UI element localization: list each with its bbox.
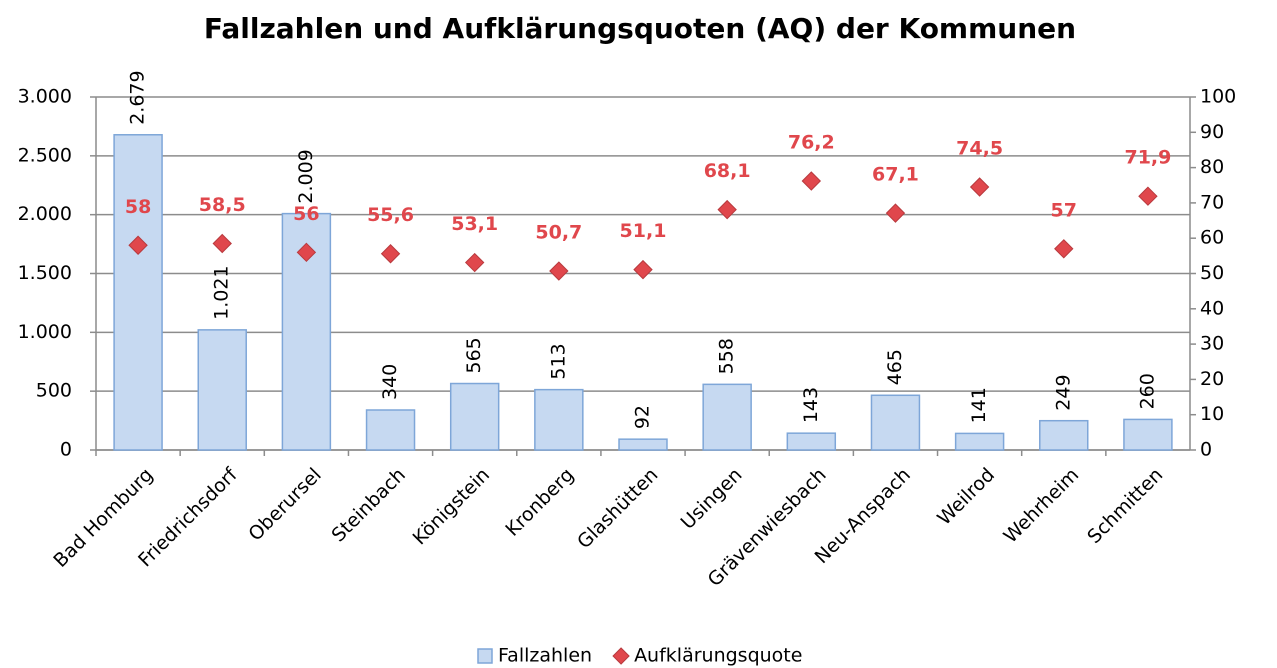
marker [212, 233, 232, 254]
marker [464, 252, 485, 273]
legend-label: Fallzahlen [498, 645, 592, 667]
bar [365, 409, 416, 451]
y2-tick-label: 80 [1200, 156, 1224, 178]
point-value-label: 51,1 [620, 220, 667, 242]
x-tick-label: Kronberg [501, 464, 578, 541]
bar-value-label: 565 [463, 337, 485, 373]
y2-tick-label: 0 [1200, 439, 1212, 461]
x-tick-label: Glashütten [573, 464, 662, 553]
y2-tick-label: 50 [1200, 262, 1224, 284]
x-tick-label: Königstein [409, 464, 494, 549]
y2-tick-label: 30 [1200, 333, 1224, 355]
bar [1123, 418, 1173, 451]
bar [113, 134, 163, 451]
y-tick-label: 3.000 [18, 86, 72, 108]
bar [618, 438, 668, 451]
marker [1138, 186, 1158, 206]
y-tick-label: 0 [60, 439, 72, 461]
x-tick-label: Usingen [677, 464, 747, 534]
marker [380, 244, 401, 264]
bar [786, 432, 837, 451]
bar-value-label: 260 [1136, 373, 1158, 409]
point-value-label: 57 [1051, 199, 1077, 221]
bar [1039, 419, 1089, 451]
chart-title: Fallzahlen und Aufklärungsquoten (AQ) de… [204, 12, 1076, 45]
bar-value-label: 558 [716, 338, 738, 374]
point-value-label: 55,6 [367, 204, 414, 226]
point-value-label: 53,1 [451, 213, 498, 235]
bar [197, 329, 247, 451]
point-value-label: 56 [293, 203, 319, 225]
bar-value-label: 1.021 [211, 265, 233, 319]
marker [549, 261, 569, 281]
y2-tick-label: 70 [1200, 191, 1224, 213]
bar-value-label: 340 [379, 364, 401, 400]
bar-value-label: 465 [884, 349, 906, 385]
bar-value-label: 92 [632, 405, 654, 429]
marker [1054, 239, 1074, 259]
x-tick-label: Weilrod [933, 464, 999, 530]
y2-tick-label: 90 [1200, 121, 1224, 143]
marker [296, 242, 317, 263]
point-value-label: 76,2 [788, 132, 835, 154]
bar [449, 382, 500, 451]
point-value-label: 67,1 [872, 164, 919, 186]
point-value-label: 68,1 [704, 160, 751, 182]
bar-value-label: 2.009 [295, 149, 317, 203]
y-tick-label: 1.500 [18, 262, 72, 284]
point-value-label: 74,5 [956, 138, 1003, 160]
marker [717, 199, 737, 220]
marker [885, 203, 906, 223]
point-value-label: 71,9 [1124, 147, 1171, 169]
marker [801, 171, 822, 191]
y-tick-label: 2.500 [18, 144, 72, 166]
x-tick-label: Wehrheim [999, 464, 1083, 548]
bar-value-label: 143 [800, 387, 822, 423]
x-tick-label: Steinbach [327, 464, 410, 547]
point-value-label: 58 [125, 196, 151, 218]
bar-value-label: 2.679 [127, 70, 149, 124]
y2-tick-label: 100 [1200, 86, 1236, 108]
x-tick-label: Oberursel [244, 464, 325, 545]
bar-value-label: 513 [547, 343, 569, 379]
bar [870, 394, 921, 451]
y-tick-label: 2.000 [18, 203, 72, 225]
bar [534, 388, 584, 451]
y2-tick-label: 40 [1200, 297, 1224, 319]
bar [954, 432, 1005, 451]
legend-swatch [477, 648, 493, 664]
bar-value-label: 141 [968, 387, 990, 423]
y2-tick-label: 20 [1200, 368, 1224, 390]
point-value-label: 58,5 [199, 194, 246, 216]
bar [702, 383, 752, 451]
legend-swatch [612, 647, 630, 665]
y2-tick-label: 60 [1200, 227, 1224, 249]
y2-tick-label: 10 [1200, 403, 1224, 425]
x-tick-label: Schmitten [1083, 464, 1167, 548]
marker [633, 259, 653, 280]
y-tick-label: 500 [36, 380, 72, 402]
y-tick-label: 1.000 [18, 321, 72, 343]
point-value-label: 50,7 [535, 222, 582, 244]
marker [969, 177, 990, 197]
bar-value-label: 249 [1052, 374, 1074, 410]
legend-label: Aufklärungsquote [634, 645, 802, 667]
marker [128, 235, 148, 255]
